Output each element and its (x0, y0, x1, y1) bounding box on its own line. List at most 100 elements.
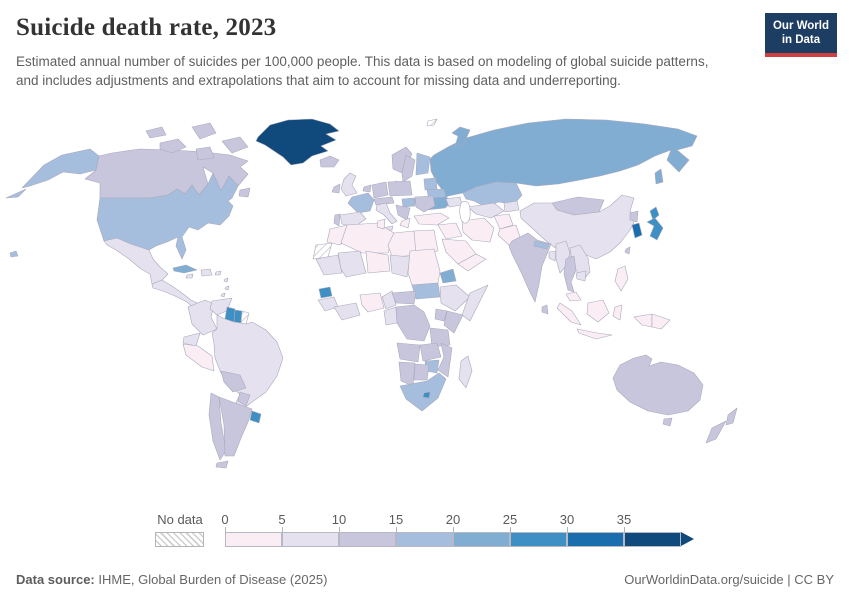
credit-link[interactable]: OurWorldinData.org/suicide | CC BY (624, 572, 834, 587)
country-car[interactable] (391, 290, 417, 305)
country-algeria[interactable] (340, 222, 395, 254)
country-spain[interactable] (339, 211, 367, 228)
country-sri-lanka[interactable] (541, 304, 549, 315)
country-mali[interactable] (337, 250, 367, 278)
country-canada[interactable] (145, 126, 167, 139)
country-ivory-ghana[interactable] (333, 302, 361, 321)
country-svalbard[interactable] (426, 118, 438, 127)
country-japan[interactable] (646, 217, 664, 241)
country-zambia[interactable] (419, 342, 442, 362)
country-poland[interactable] (387, 180, 413, 197)
data-source[interactable]: Data source: IHME, Global Burden of Dise… (16, 572, 327, 587)
country-finland[interactable] (415, 152, 431, 176)
country-iceland[interactable] (319, 155, 340, 168)
country-argentina[interactable] (215, 460, 229, 469)
country-south-africa[interactable] (399, 372, 447, 412)
country-eritrea[interactable] (439, 268, 457, 284)
country-uk[interactable] (340, 172, 358, 197)
country-thailand[interactable] (563, 255, 577, 293)
country-puerto-rico[interactable] (214, 270, 222, 276)
country-afghanistan[interactable] (493, 213, 514, 230)
country-hawaii[interactable] (9, 250, 19, 258)
country-russia[interactable] (429, 118, 698, 199)
country-somalia[interactable] (461, 284, 489, 322)
country-french-guiana[interactable] (240, 310, 250, 325)
country-usa[interactable] (96, 172, 239, 260)
country-turkey[interactable] (413, 212, 450, 226)
country-hispaniola[interactable] (200, 268, 213, 277)
country-north-korea[interactable] (629, 210, 639, 223)
country-canada[interactable] (159, 138, 187, 154)
country-greenland[interactable] (255, 118, 340, 166)
country-angola[interactable] (396, 342, 421, 363)
country-antilles[interactable] (220, 292, 226, 298)
scale-segment-10[interactable] (339, 532, 396, 547)
country-kenya[interactable] (443, 310, 464, 334)
scale-segment-0[interactable] (225, 532, 282, 547)
country-bangladesh[interactable] (548, 250, 557, 262)
country-india[interactable] (508, 232, 552, 303)
country-germany[interactable] (371, 181, 389, 199)
country-indonesia[interactable] (633, 313, 653, 328)
country-baltics[interactable] (423, 177, 438, 191)
country-peru[interactable] (182, 343, 215, 372)
country-france[interactable] (347, 192, 375, 214)
scale-segment-35[interactable] (624, 532, 681, 547)
country-png[interactable] (651, 313, 671, 330)
country-paraguay[interactable] (237, 391, 251, 407)
no-data-swatch[interactable] (155, 532, 204, 547)
country-colombia[interactable] (187, 299, 218, 336)
country-antilles[interactable] (224, 285, 230, 291)
country-hungary[interactable] (401, 197, 416, 208)
country-tanzania[interactable] (429, 327, 451, 348)
country-portugal[interactable] (333, 213, 341, 227)
country-libya[interactable] (387, 230, 419, 258)
country-japan[interactable] (649, 206, 660, 221)
country-syria-iraq[interactable] (437, 222, 463, 240)
owid-logo[interactable]: Our World in Data (764, 13, 837, 57)
country-chad[interactable] (389, 254, 411, 278)
country-suriname[interactable] (233, 309, 243, 324)
country-iran[interactable] (461, 217, 495, 243)
country-canada[interactable] (221, 136, 249, 154)
country-yemen-oman[interactable] (457, 253, 487, 272)
country-chile[interactable] (208, 392, 227, 461)
country-kyrgyz-tajik[interactable] (503, 200, 520, 213)
country-china[interactable] (519, 194, 637, 260)
country-cuba[interactable] (172, 264, 198, 274)
country-balkans[interactable] (395, 204, 411, 221)
country-egypt[interactable] (413, 229, 439, 256)
country-senegal[interactable] (318, 286, 333, 299)
country-ethiopia[interactable] (439, 284, 471, 312)
country-cambodia[interactable] (575, 270, 587, 282)
country-jamaica[interactable] (185, 273, 194, 279)
country-tunisia[interactable] (376, 218, 386, 230)
country-novaya-zemlya[interactable] (451, 126, 471, 148)
scale-segment-20[interactable] (453, 532, 510, 547)
country-mauritania[interactable] (315, 254, 343, 276)
country-nigeria[interactable] (359, 292, 385, 313)
country-ireland[interactable] (331, 183, 341, 194)
country-australia[interactable] (612, 354, 704, 416)
scale-segment-5[interactable] (282, 532, 339, 547)
country-indonesia[interactable] (612, 304, 623, 321)
country-sakhalin[interactable] (654, 168, 664, 185)
country-lesotho[interactable] (422, 391, 431, 399)
country-canada[interactable] (238, 187, 251, 198)
country-niger[interactable] (365, 250, 391, 274)
country-cameroon[interactable] (381, 290, 397, 310)
country-gabon-congo[interactable] (383, 306, 398, 326)
country-romania[interactable] (414, 195, 436, 213)
country-taiwan[interactable] (624, 246, 631, 255)
country-antilles[interactable] (223, 277, 229, 283)
country-new-zealand[interactable] (725, 407, 738, 426)
country-indonesia[interactable] (556, 302, 582, 326)
country-madagascar[interactable] (458, 355, 473, 389)
country-italy[interactable] (375, 202, 398, 225)
country-new-zealand[interactable] (705, 420, 727, 444)
country-drc[interactable] (395, 304, 431, 342)
country-sweden[interactable] (401, 154, 416, 183)
country-caucasus[interactable] (445, 196, 463, 208)
country-alaska[interactable] (21, 148, 100, 189)
scale-segment-25[interactable] (510, 532, 567, 547)
